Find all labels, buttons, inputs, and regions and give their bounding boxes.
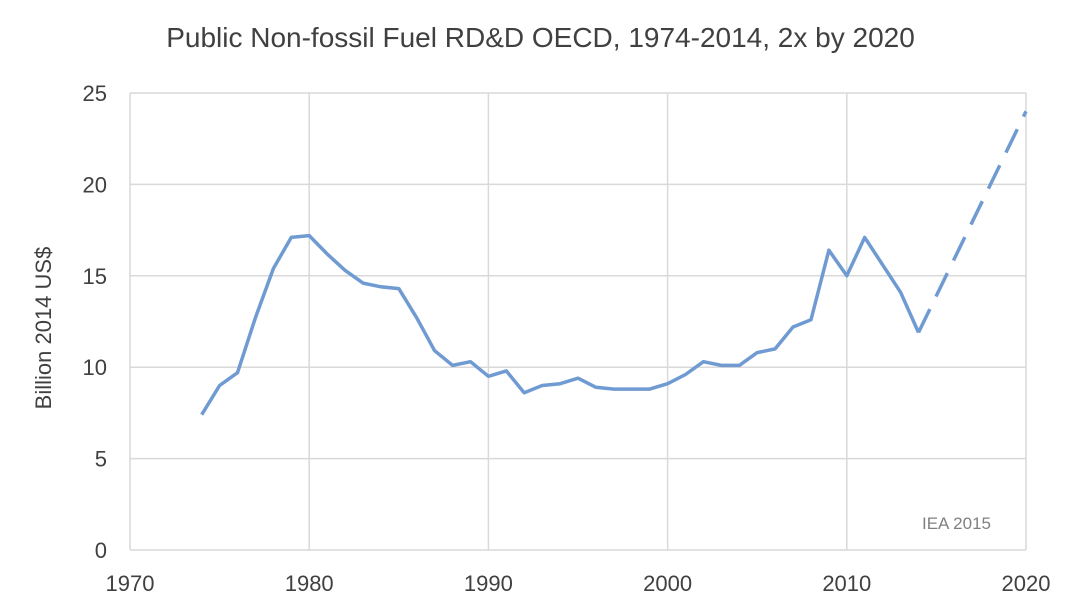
y-tick-label: 10 bbox=[83, 355, 107, 380]
x-tick-label: 1970 bbox=[106, 571, 155, 596]
x-tick-label: 2010 bbox=[822, 571, 871, 596]
source-annotation: IEA 2015 bbox=[922, 514, 992, 533]
data-series-line bbox=[200, 233, 921, 416]
y-tick-label: 15 bbox=[83, 264, 107, 289]
axes bbox=[129, 93, 1026, 551]
y-tick-label: 5 bbox=[95, 447, 107, 472]
y-tick-label: 25 bbox=[83, 81, 107, 106]
y-tick-label: 20 bbox=[83, 172, 107, 197]
projection-line bbox=[916, 110, 1028, 334]
x-tick-label: 1980 bbox=[285, 571, 334, 596]
x-tick-label: 1990 bbox=[464, 571, 513, 596]
series bbox=[200, 110, 1028, 416]
chart-title: Public Non-fossil Fuel RD&D OECD, 1974-2… bbox=[166, 22, 915, 53]
gridlines bbox=[130, 92, 1027, 550]
tick-labels: 0 5 10 15 20 25 1970 1980 1990 2000 2010 2020 bbox=[83, 81, 1051, 596]
y-tick-label: 0 bbox=[95, 538, 107, 563]
x-tick-label: 2000 bbox=[643, 571, 692, 596]
x-tick-label: 2020 bbox=[1002, 571, 1051, 596]
